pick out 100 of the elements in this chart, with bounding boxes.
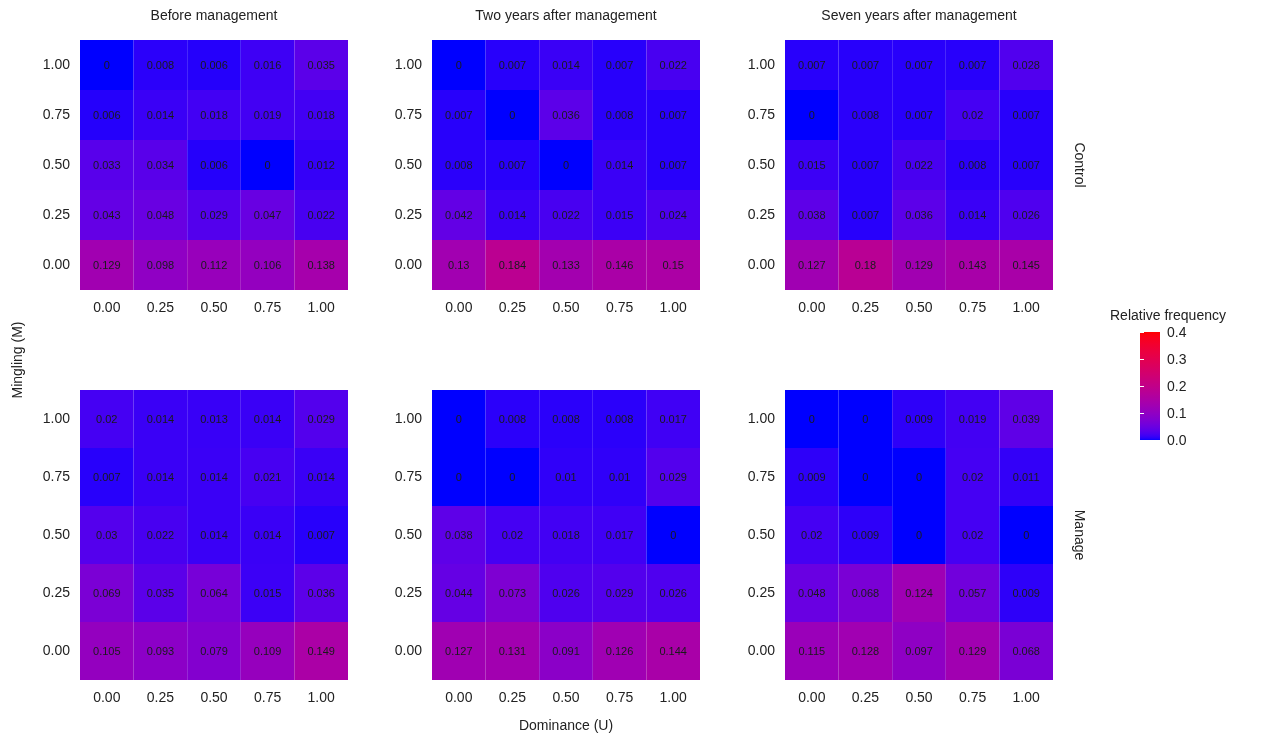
data-label: 0.029 (307, 412, 335, 425)
x-tick-label: 0.50 (200, 298, 228, 315)
data-label: 0 (862, 412, 869, 425)
data-label: 0.013 (200, 412, 228, 425)
y-tick-label: 0.25 (42, 206, 71, 223)
data-label: 0.038 (798, 208, 826, 221)
data-label: 0.014 (146, 412, 175, 425)
x-tick-label: 0.75 (605, 688, 634, 705)
y-tick-label: 0.25 (747, 206, 776, 223)
x-tick-label: 0.00 (93, 298, 121, 315)
data-label: 0.016 (253, 58, 282, 71)
color-bar-label: 0.4 (1167, 323, 1187, 340)
data-label: 0.014 (307, 470, 335, 483)
data-label: 0 (509, 108, 516, 121)
data-label: 0.036 (905, 208, 933, 221)
data-label: 0.008 (605, 108, 634, 121)
data-label: 0.014 (200, 470, 228, 483)
x-tick-label: 0.75 (605, 298, 634, 315)
x-tick-label: 0.25 (146, 298, 175, 315)
y2-axis-title: Control (1072, 142, 1088, 188)
data-label: 0.02 (961, 528, 984, 541)
data-label: 0.007 (851, 208, 880, 221)
data-label: 0.018 (307, 108, 335, 121)
y-tick-label: 1.00 (747, 56, 776, 73)
data-label: 0.014 (958, 208, 987, 221)
x-tick-label: 0.50 (552, 688, 580, 705)
data-label: 0.035 (307, 58, 335, 71)
data-label: 0.048 (146, 208, 175, 221)
y-tick-label: 0.50 (42, 156, 71, 173)
data-label: 0.014 (605, 158, 634, 171)
data-label: 0.105 (93, 644, 121, 657)
x-tick-label: 0.75 (958, 298, 987, 315)
data-label: 0 (103, 58, 110, 71)
data-label: 0.026 (659, 586, 687, 599)
data-label: 0.03 (96, 528, 118, 541)
data-label: 0.128 (851, 644, 880, 657)
y-axis-title: Mingling (M) (9, 321, 25, 399)
data-label: 0.047 (253, 208, 282, 221)
data-label: 0.007 (307, 528, 335, 541)
data-label: 0.009 (851, 528, 880, 541)
data-label: 0 (264, 158, 271, 171)
data-label: 0.017 (605, 528, 634, 541)
x-axis-title: Dominance (U) (518, 717, 614, 733)
data-label: 0.01 (555, 470, 577, 483)
y-tick-label: 0.25 (394, 206, 423, 223)
data-label: 0.064 (200, 586, 228, 599)
y-tick-label: 0.00 (42, 256, 71, 273)
y-tick-label: 0.75 (747, 468, 776, 485)
data-label: 0.18 (854, 258, 877, 271)
data-label: 0.033 (93, 158, 121, 171)
data-label: 0.014 (146, 470, 175, 483)
data-label: 0.044 (445, 586, 473, 599)
data-label: 0.091 (552, 644, 580, 657)
data-label: 0.124 (905, 586, 933, 599)
x-tick-label: 0.50 (905, 298, 933, 315)
data-label: 0.008 (552, 412, 580, 425)
data-label: 0.012 (307, 158, 335, 171)
x-tick-label: 1.00 (307, 298, 336, 315)
data-label: 0.02 (961, 470, 984, 483)
y-tick-label: 1.00 (747, 410, 776, 427)
data-label: 0.014 (253, 528, 282, 541)
data-label: 0.007 (659, 108, 687, 121)
data-label: 0.029 (659, 470, 687, 483)
color-bar-label: 0.2 (1167, 377, 1187, 394)
data-label: 0.007 (958, 58, 987, 71)
data-label: 0 (915, 470, 923, 483)
y-tick-label: 0.50 (394, 156, 423, 173)
data-label: 0.048 (798, 586, 826, 599)
data-label: 0.034 (146, 158, 175, 171)
data-label: 0.007 (905, 58, 933, 71)
data-label: 0.014 (253, 412, 282, 425)
data-label: 0.015 (798, 158, 826, 171)
data-label: 0.007 (1012, 158, 1040, 171)
data-label: 0.127 (798, 258, 826, 271)
data-label: 0 (862, 470, 869, 483)
data-label: 0.015 (253, 586, 282, 599)
data-label: 0.109 (253, 644, 282, 657)
y-tick-label: 1.00 (42, 56, 71, 73)
y-tick-label: 0.25 (42, 584, 71, 601)
data-label: 0.022 (905, 158, 933, 171)
data-label: 0.014 (200, 528, 228, 541)
x-tick-label: 1.00 (307, 688, 336, 705)
data-label: 0.146 (605, 258, 634, 271)
data-label: 0.014 (498, 208, 527, 221)
data-label: 0.009 (1012, 586, 1040, 599)
data-label: 0.022 (552, 208, 580, 221)
data-label: 0.079 (200, 644, 228, 657)
data-label: 0.017 (659, 412, 687, 425)
x-tick-label: 0.50 (552, 298, 580, 315)
data-label: 0.007 (905, 108, 933, 121)
chart-title: Two years after management (475, 7, 657, 23)
data-label: 0.127 (445, 644, 473, 657)
y-tick-label: 0.00 (42, 642, 71, 659)
data-label: 0.028 (1012, 58, 1040, 71)
data-label: 0.019 (958, 412, 987, 425)
x-tick-label: 0.75 (958, 688, 987, 705)
data-label: 0.018 (200, 108, 228, 121)
data-label: 0.02 (501, 528, 524, 541)
y-tick-label: 0.25 (394, 584, 423, 601)
data-label: 0.149 (307, 644, 335, 657)
